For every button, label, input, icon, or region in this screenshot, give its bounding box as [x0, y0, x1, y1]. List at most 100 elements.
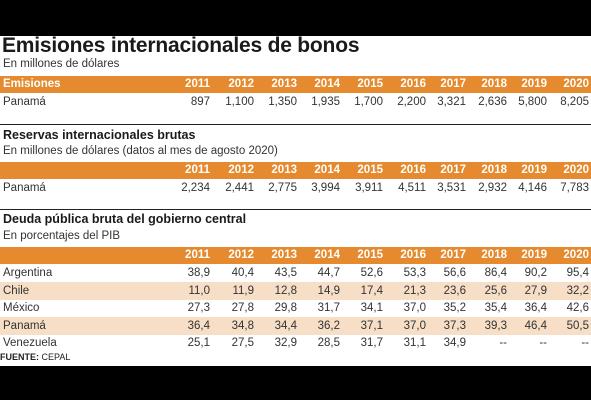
year-header: 2012 [228, 164, 254, 176]
year-header: 2011 [185, 249, 210, 261]
year-header: 2018 [481, 164, 507, 176]
table-cell: 39,3 [484, 319, 507, 332]
table-row: México 27,3 27,8 29,8 31,7 34,1 37,0 35,2 35,4 36… [0, 299, 591, 317]
table-cell: 90,2 [524, 267, 547, 279]
year-header: 2015 [357, 249, 383, 261]
table-cell: 17,4 [360, 284, 383, 297]
year-header: 2013 [271, 249, 297, 261]
row-label: Argentina [3, 267, 53, 279]
header-label: Emisiones [3, 78, 61, 90]
row-label: Panamá [3, 319, 46, 332]
table-cell: 11,0 [188, 284, 210, 297]
table-cell: 4,511 [398, 182, 426, 194]
year-header: 2016 [400, 164, 426, 176]
year-header: 2015 [357, 164, 383, 176]
table-row: Panamá 897 1,100 1,350 1,935 1,700 2,200 3,321 2… [0, 93, 591, 111]
table-cell: 35,2 [443, 302, 466, 315]
table-cell: 38,9 [187, 267, 210, 279]
table-cell: 31,7 [317, 302, 340, 315]
page-title: Emisiones internacionales de bonos [2, 34, 360, 57]
table-cell: 23,6 [443, 284, 466, 297]
year-header: 2014 [314, 78, 340, 90]
table-cell: 50,5 [566, 319, 589, 332]
table-cell: 46,4 [524, 319, 547, 332]
table-cell: 5,800 [518, 96, 547, 108]
table-cell: 2,775 [268, 182, 297, 194]
table-cell: 27,3 [187, 302, 210, 315]
table-cell: 37,1 [360, 319, 383, 332]
table-cell: 29,8 [274, 302, 297, 315]
table-cell: 36,4 [187, 319, 210, 332]
year-header: 2014 [314, 249, 340, 261]
table-cell: 28,5 [317, 337, 340, 350]
year-header: 2020 [563, 249, 589, 261]
table-cell: 1,935 [311, 96, 340, 108]
section-subtitle: En millones de dólares (datos al mes de … [3, 145, 278, 157]
table-cell: 36,4 [524, 302, 547, 315]
table-cell: 2,636 [478, 96, 507, 108]
year-header: 2017 [440, 249, 466, 261]
table-cell: 95,4 [566, 267, 589, 279]
section-divider [0, 209, 591, 210]
year-header: 2019 [521, 249, 547, 261]
table-cell: 35,4 [484, 302, 507, 315]
table-cell: 27,8 [231, 302, 254, 315]
table-cell: 25,6 [484, 284, 507, 297]
table-cell: 40,4 [231, 267, 254, 279]
year-header: 2016 [400, 249, 426, 261]
year-header: 2019 [521, 78, 547, 90]
table-cell: 34,8 [231, 319, 254, 332]
table-cell: 37,0 [403, 319, 426, 332]
table-cell: 1,100 [225, 96, 254, 108]
table-cell: 86,4 [484, 267, 507, 279]
table-cell: 1,350 [268, 96, 297, 108]
table-panel: Emisiones internacionales de bonos En mi… [0, 34, 591, 366]
year-header: 2017 [440, 78, 466, 90]
table-row: Venezuela 25,1 27,5 32,9 28,5 31,7 31,1 34,9 -- -… [0, 334, 591, 352]
table-row: Chile 11,0 11,9 12,8 14,9 17,4 21,3 23,6 25,6 27,… [0, 281, 591, 300]
table-cell: -- [581, 337, 589, 350]
table-cell: 3,911 [355, 182, 383, 194]
section-subtitle: En porcentajes del PIB [3, 230, 120, 242]
table-cell: 34,9 [443, 337, 466, 350]
year-header: 2015 [357, 78, 383, 90]
row-label: Panamá [3, 96, 46, 108]
table-cell: 27,5 [231, 337, 254, 350]
row-label: Chile [3, 284, 30, 297]
year-header: 2013 [271, 164, 297, 176]
table-cell: 37,0 [403, 302, 426, 315]
row-label: Panamá [3, 182, 46, 194]
year-header: 2011 [185, 164, 210, 176]
year-header: 2018 [481, 249, 507, 261]
header-row: Emisiones 2011 2012 2013 2014 2015 2016 2017 201… [0, 76, 591, 93]
table-cell: 56,6 [443, 267, 466, 279]
table-cell: 2,441 [225, 182, 254, 194]
year-header: 2019 [521, 164, 547, 176]
header-row: 2011 2012 2013 2014 2015 2016 2017 2018 2019 2020 [0, 162, 591, 179]
year-header: 2016 [400, 78, 426, 90]
table-cell: 3,531 [437, 182, 466, 194]
table-cell: 53,3 [403, 267, 426, 279]
table-cell: 2,200 [397, 96, 426, 108]
year-header: 2012 [228, 78, 254, 90]
source-label: FUENTE: [0, 352, 39, 362]
section-title: Deuda pública bruta del gobierno central [3, 212, 247, 226]
table-cell: 42,6 [566, 302, 589, 315]
table-cell: 7,783 [560, 182, 589, 194]
year-header: 2013 [271, 78, 297, 90]
table-cell: 14,9 [317, 284, 340, 297]
year-header: 2020 [563, 78, 589, 90]
year-header: 2014 [314, 164, 340, 176]
table-cell: 27,9 [524, 284, 547, 297]
table-cell: 4,146 [518, 182, 547, 194]
section-title: Reservas internacionales brutas [3, 128, 196, 142]
table-cell: 32,9 [274, 337, 297, 350]
year-header: 2020 [563, 164, 589, 176]
table-cell: -- [539, 337, 547, 350]
table-cell: 37,3 [443, 319, 466, 332]
table-cell: 44,7 [317, 267, 340, 279]
table-cell: 3,321 [437, 96, 466, 108]
section-subtitle: En millones de dólares [3, 58, 120, 70]
table-cell: 34,1 [360, 302, 383, 315]
table-cell: 11,9 [232, 284, 254, 297]
